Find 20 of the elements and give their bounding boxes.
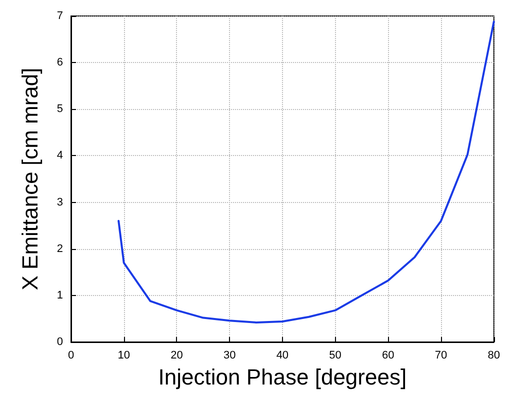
y-tick-label: 0 <box>56 336 63 348</box>
y-tick-label: 7 <box>56 10 63 22</box>
x-axis-title: Injection Phase [degrees] <box>158 364 407 390</box>
x-tick-label: 80 <box>488 350 500 362</box>
y-tick-label: 3 <box>56 196 63 208</box>
y-tick-label: 6 <box>56 56 63 69</box>
line-series <box>118 20 495 324</box>
x-tick-label: 40 <box>276 350 289 362</box>
x-tick-label: 10 <box>118 350 130 362</box>
x-tick-label: 0 <box>68 350 74 362</box>
y-tick-label: 1 <box>56 289 63 302</box>
y-tick-label: 2 <box>56 242 63 255</box>
y-axis-title: X Emittance [cm mrad] <box>18 68 42 290</box>
y-tick-label: 5 <box>56 103 63 116</box>
x-tick-label: 50 <box>329 350 342 362</box>
x-tick-label: 20 <box>170 350 183 362</box>
x-tick-label: 70 <box>434 350 448 362</box>
x-tick-label: 60 <box>382 350 394 362</box>
x-tick-label: 30 <box>223 350 236 362</box>
y-tick-label: 4 <box>56 150 63 162</box>
